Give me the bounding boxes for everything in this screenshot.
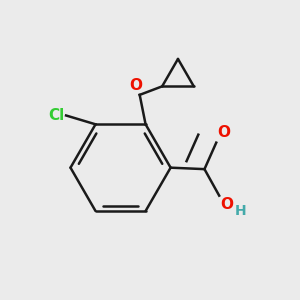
Text: Cl: Cl — [48, 108, 64, 123]
Text: O: O — [130, 78, 143, 93]
Text: O: O — [220, 197, 233, 212]
Text: O: O — [218, 125, 231, 140]
Text: H: H — [235, 205, 246, 218]
